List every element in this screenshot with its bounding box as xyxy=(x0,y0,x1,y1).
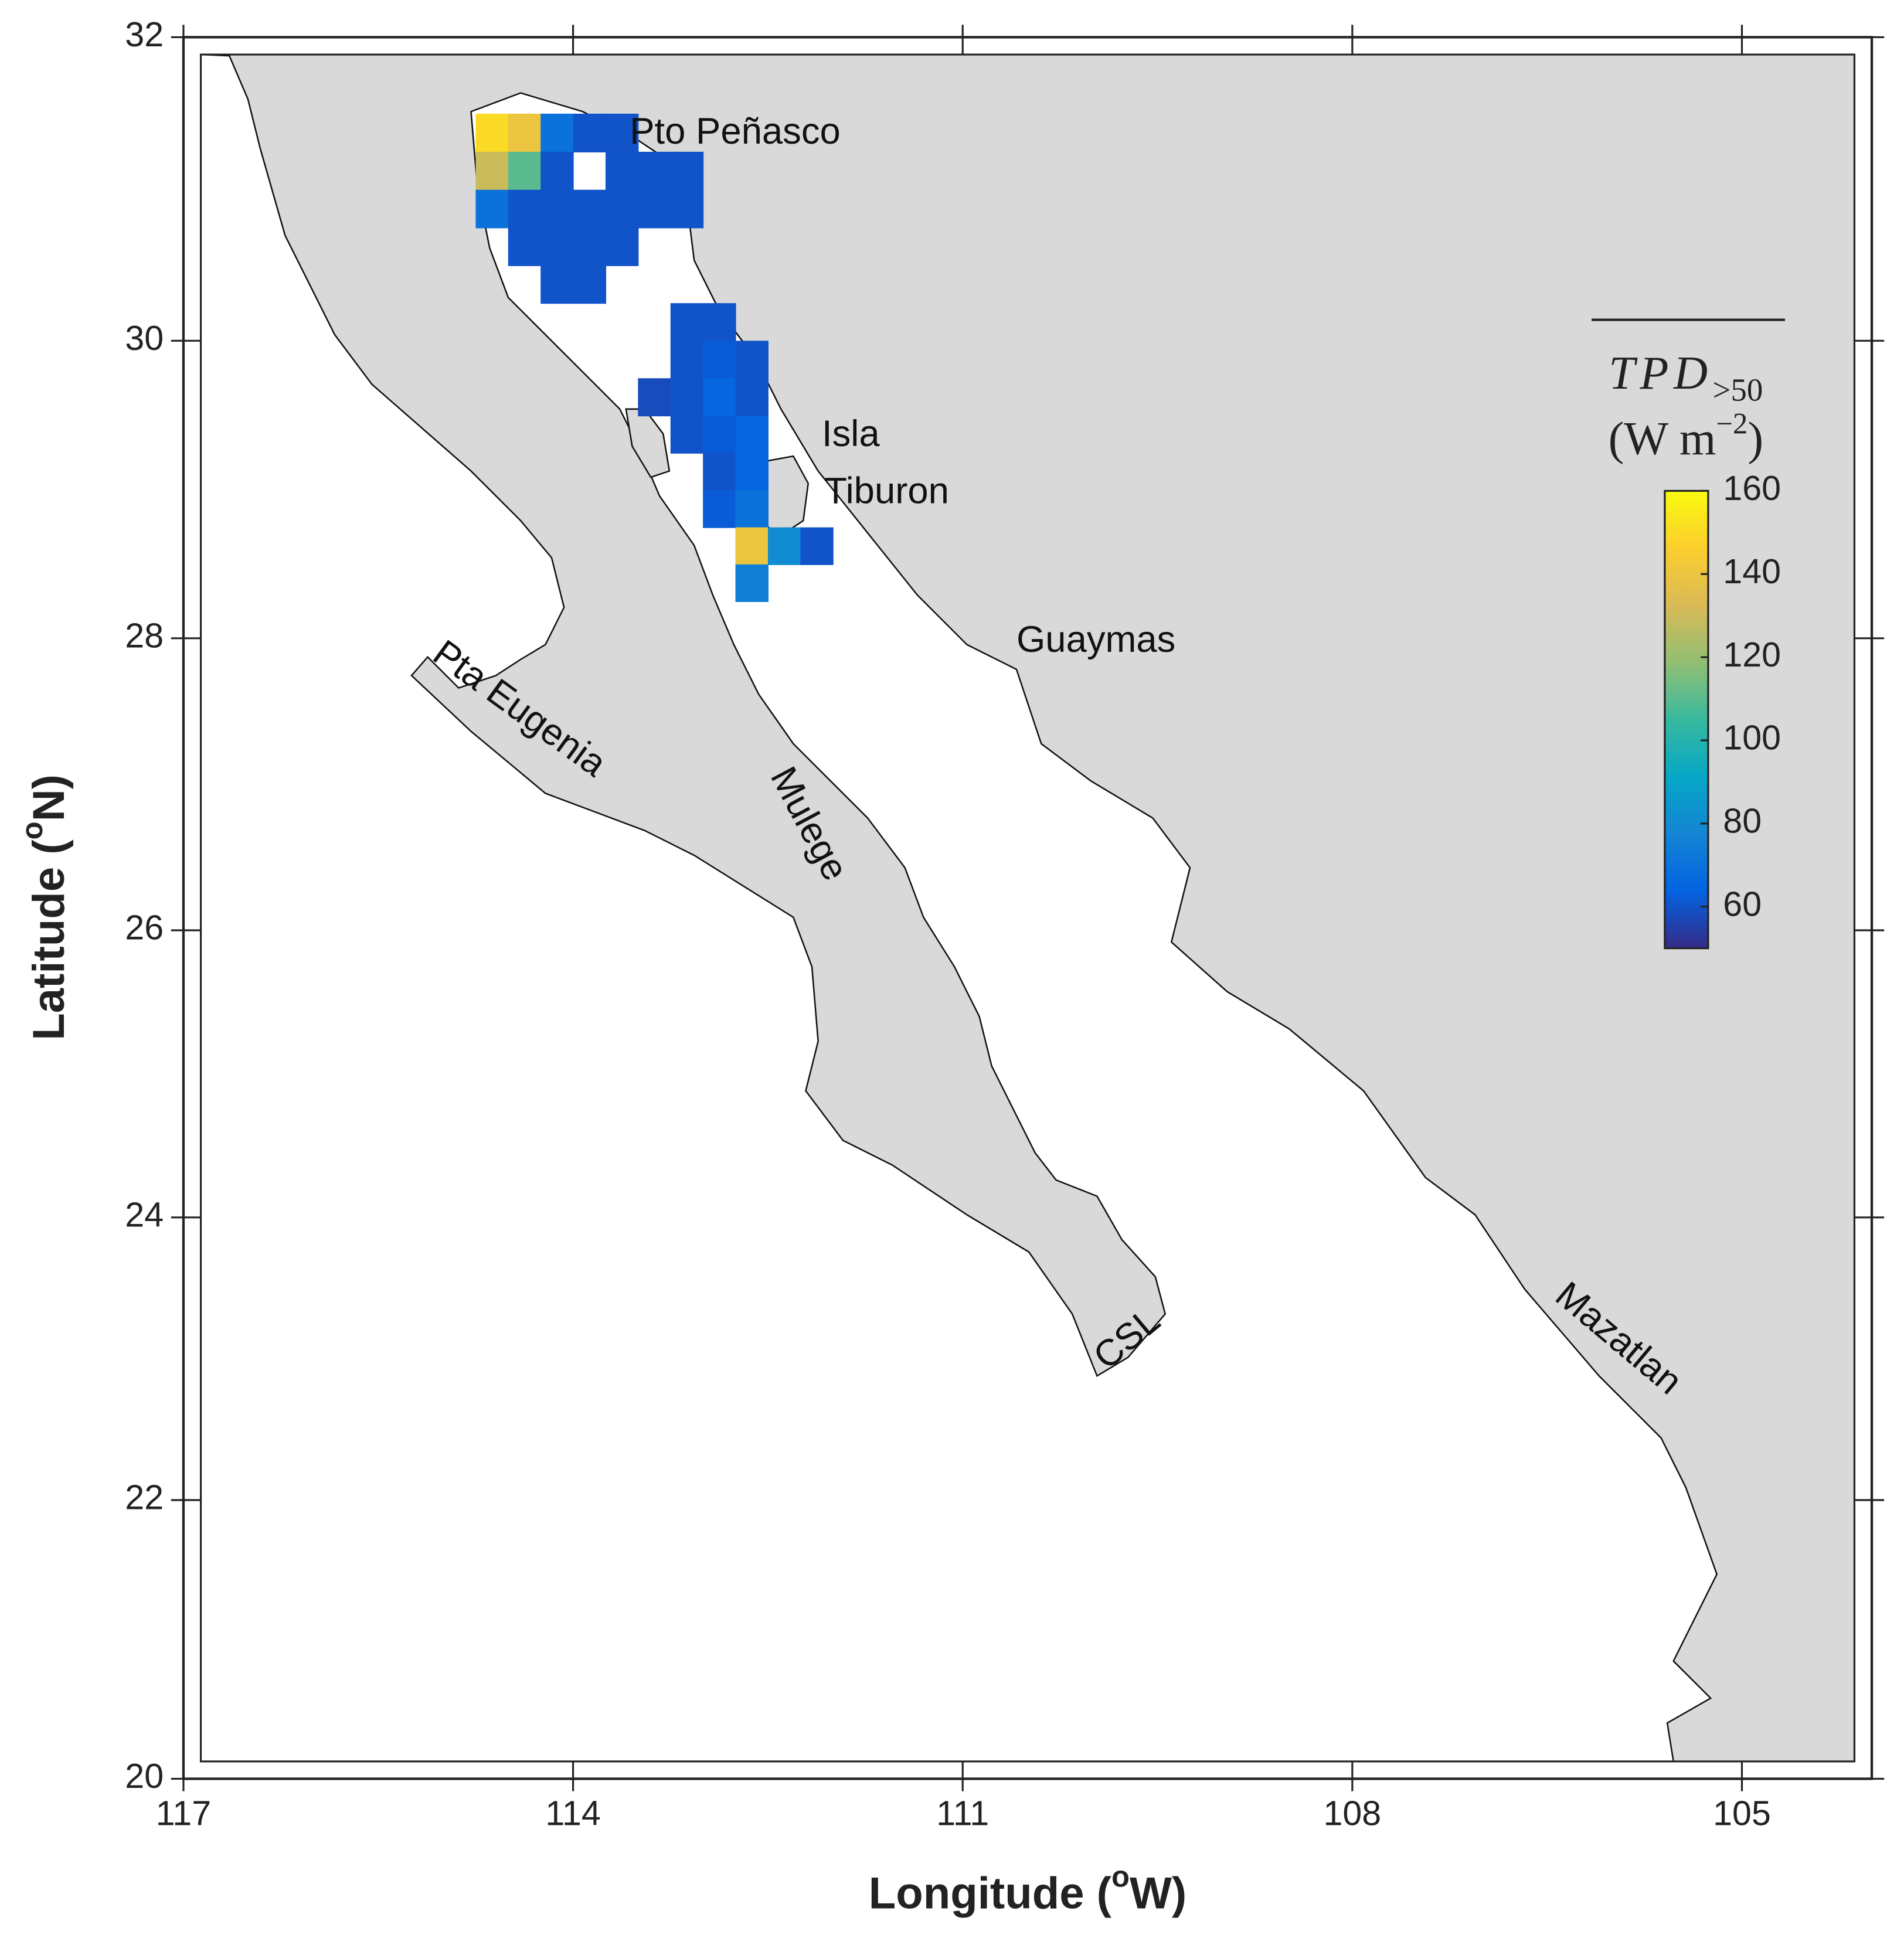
tpd-cell xyxy=(573,189,607,229)
tpd-cell xyxy=(573,227,607,266)
tpd-cell xyxy=(638,378,671,417)
colorbar-tick-label: 100 xyxy=(1723,718,1781,757)
tpd-cell xyxy=(475,151,509,191)
tpd-cell xyxy=(670,416,704,454)
place-label: Tiburon xyxy=(824,470,949,511)
x-tick-label: 117 xyxy=(156,1794,211,1833)
tpd-cell xyxy=(735,341,769,379)
tpd-cell xyxy=(800,527,834,565)
tpd-cell xyxy=(540,189,574,229)
tpd-cell xyxy=(670,189,704,229)
colorbar-tick-label: 60 xyxy=(1723,884,1762,923)
tpd-cell xyxy=(540,113,574,152)
colorbar-units: (W m−2) xyxy=(1609,407,1763,465)
tpd-cell xyxy=(605,189,639,229)
tpd-cell xyxy=(703,416,736,454)
tpd-cell xyxy=(735,527,769,565)
tpd-cell xyxy=(638,189,671,229)
place-label: Isla xyxy=(822,413,880,454)
tpd-cell xyxy=(605,227,639,266)
tpd-cell xyxy=(670,378,704,417)
tpd-cell xyxy=(573,265,607,304)
tpd-cell xyxy=(605,113,639,152)
tpd-cell xyxy=(670,303,704,342)
tpd-cell xyxy=(508,113,542,152)
tpd-cell xyxy=(638,151,671,191)
y-tick-label: 32 xyxy=(125,15,164,54)
tpd-cell xyxy=(508,189,542,229)
tpd-cell xyxy=(735,416,769,454)
tpd-cell xyxy=(540,227,574,266)
colorbar-tick-label: 120 xyxy=(1723,635,1781,674)
colorbar-tick-label: 140 xyxy=(1723,552,1781,591)
tpd-cell xyxy=(735,378,769,417)
x-axis-label: Longitude (oW) xyxy=(869,1860,1186,1918)
colorbar-tick-label: 160 xyxy=(1723,468,1781,508)
colorbar-tick-label: 80 xyxy=(1723,801,1762,841)
sea xyxy=(200,53,1718,1763)
x-tick-label: 108 xyxy=(1323,1794,1381,1833)
y-tick-label: 24 xyxy=(125,1195,164,1234)
x-tick-label: 111 xyxy=(936,1794,989,1833)
y-tick-label: 22 xyxy=(125,1478,164,1517)
y-tick-label: 20 xyxy=(125,1756,164,1796)
y-axis-label: Latitude (oN) xyxy=(16,774,74,1040)
tpd-cell xyxy=(540,265,574,304)
y-tick-label: 26 xyxy=(125,908,164,947)
frame-outer xyxy=(182,36,1874,1780)
x-tick-label: 105 xyxy=(1713,1794,1771,1833)
tpd-cell xyxy=(573,113,607,152)
tpd-cell xyxy=(475,113,509,152)
tpd-cell xyxy=(735,564,769,602)
tpd-cell xyxy=(540,151,574,191)
y-tick-label: 28 xyxy=(125,616,164,655)
colorbar-title: TPD>50 xyxy=(1609,347,1763,407)
colorbar xyxy=(1664,489,1709,950)
frame-inner xyxy=(199,53,1856,1763)
tpd-cell xyxy=(735,490,769,528)
tpd-cell xyxy=(703,341,736,379)
plot-root: Longitude (oW) Latitude (oN) TPD>50 (W m… xyxy=(16,15,1885,1918)
tpd-cell xyxy=(703,378,736,417)
tpd-cell xyxy=(508,227,542,266)
tpd-cell xyxy=(475,189,509,229)
tpd-cell xyxy=(767,527,801,565)
tpd-cell xyxy=(703,453,736,491)
tpd-cell xyxy=(670,341,704,379)
tpd-cell xyxy=(735,453,769,491)
x-tick-label: 114 xyxy=(545,1794,600,1833)
place-label: Guaymas xyxy=(1016,619,1175,660)
tpd-cell xyxy=(703,490,736,528)
tpd-cell xyxy=(703,303,736,342)
tpd-cell xyxy=(508,151,542,191)
cells-layer xyxy=(475,113,834,602)
place-label: Pto Peñasco xyxy=(630,111,841,152)
y-tick-label: 30 xyxy=(125,318,164,358)
tpd-cell xyxy=(670,151,704,191)
tpd-cell xyxy=(605,151,639,191)
